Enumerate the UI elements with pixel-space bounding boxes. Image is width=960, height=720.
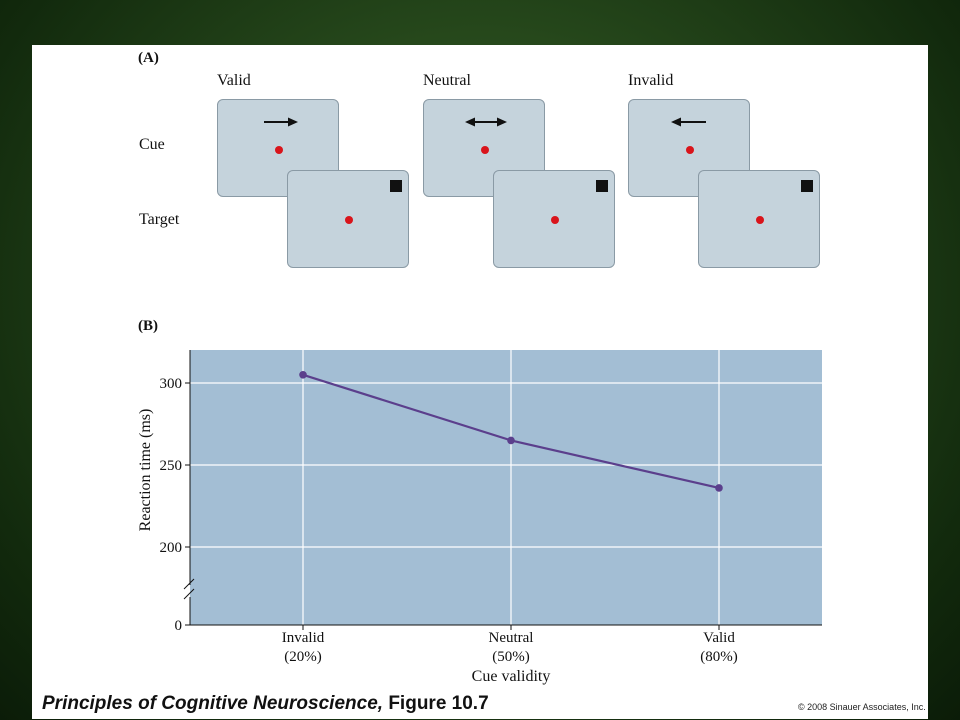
left-arrow-icon [671,117,706,127]
fixation-dot [275,146,283,154]
right-arrow-icon [264,117,298,127]
target-square [596,180,608,192]
fixation-dot [345,216,353,224]
cue-screen-invalid-graphics [671,117,706,154]
column-label-neutral: Neutral [423,72,471,89]
target-screen-invalid-graphics [756,180,813,224]
row-label-cue: Cue [139,136,165,153]
double-arrow-icon [465,117,507,127]
panel-a-label: (A) [138,50,159,66]
y-tick-label-300: 300 [160,376,183,392]
y-tick-label-200: 200 [160,540,183,556]
copyright-notice: © 2008 Sinauer Associates, Inc. [798,702,926,712]
target-screen-neutral-graphics [551,180,608,224]
column-label-valid: Valid [217,72,251,89]
y-tick-label-250: 250 [160,458,183,474]
book-title: Principles of Cognitive Neuroscience, [42,693,384,714]
fixation-dot [481,146,489,154]
figure-number: Figure 10.7 [388,693,489,714]
fixation-dot [756,216,764,224]
target-screen-neutral [493,170,615,268]
slide: (A) Valid Neutral Invalid Cue Target [32,45,928,719]
cue-screen-neutral-graphics [465,117,507,154]
panel-b-label: (B) [138,318,158,334]
data-point-0 [299,371,307,379]
target-screen-valid [287,170,409,268]
x-tick-label-2: Valid (80%) [700,630,738,665]
fixation-dot [551,216,559,224]
target-square [801,180,813,192]
data-point-2 [715,484,723,492]
reaction-time-chart: 0 200 250 300 Invalid (20%) Neutral (50%) Valid(… [137,350,822,685]
target-screen-valid-graphics [345,180,402,224]
x-tick-label-1: Neutral (50%) [489,630,534,665]
axis-break-mark-2 [183,588,195,600]
x-tick-label-0: Invalid (20%) [282,630,325,665]
plot-area [190,350,822,625]
footer-title: Principles of Cognitive Neuroscience, Fi… [42,693,489,715]
data-point-1 [507,436,515,445]
target-square [390,180,402,192]
target-screen-invalid [698,170,820,268]
y-axis-title: Reaction time (ms) [137,409,154,532]
column-label-invalid: Invalid [628,72,674,89]
row-label-target: Target [139,211,180,228]
axis-break-mark-1 [183,578,195,590]
cue-screen-valid-graphics [264,117,298,154]
x-axis-title: Cue validity [472,668,551,685]
y-tick-label-0: 0 [175,618,183,634]
fixation-dot [686,146,694,154]
